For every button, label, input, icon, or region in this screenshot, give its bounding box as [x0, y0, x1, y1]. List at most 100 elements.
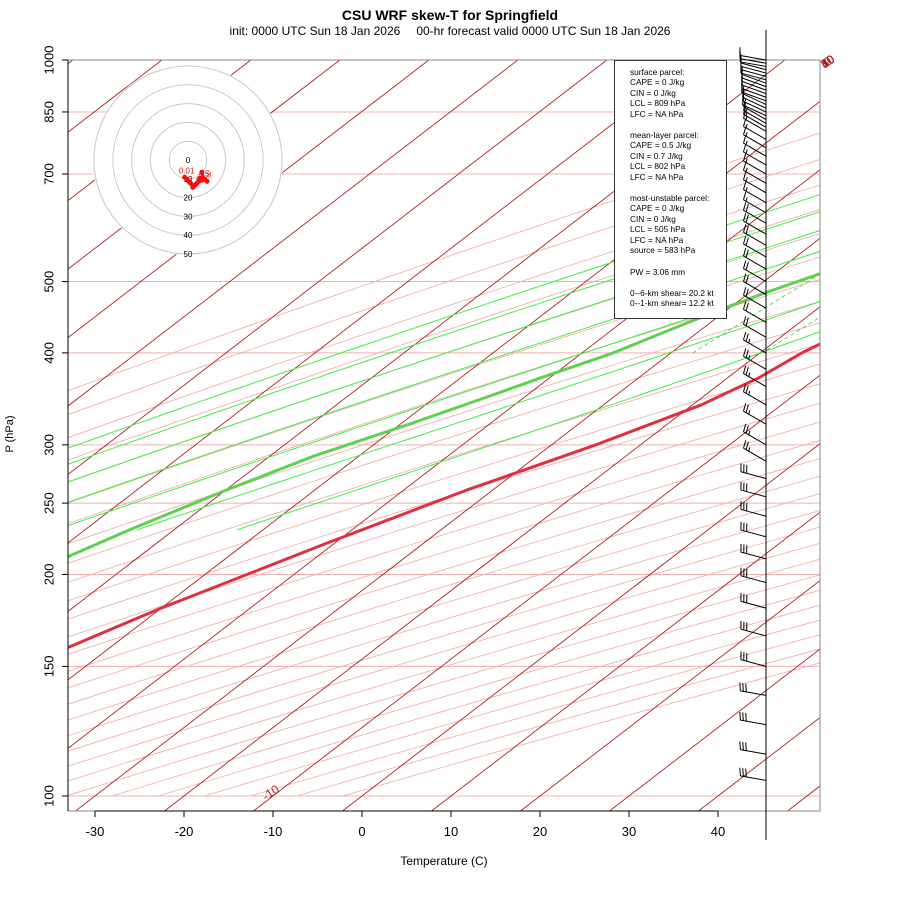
y-tick-label: 150	[41, 656, 56, 678]
hodograph-ring	[149, 121, 227, 199]
info-line: LFC = NA hPa	[630, 108, 684, 119]
wind-barb	[743, 423, 767, 446]
info-line: LCL = 802 hPa	[630, 161, 686, 172]
wind-barb-feather	[745, 366, 749, 376]
wind-barb-shaft	[742, 100, 767, 113]
wind-barbs	[739, 30, 767, 840]
wind-barb-half-feather	[745, 187, 748, 192]
wind-barb	[743, 331, 767, 354]
sounding-curves	[68, 272, 820, 650]
info-line: CIN = 0 J/kg	[630, 87, 676, 98]
info-line: 0--1-km shear= 12.2 kt	[630, 298, 714, 309]
wind-barb	[740, 593, 767, 609]
x-tick-label: 0	[358, 824, 365, 839]
isotherm-line	[68, 169, 820, 749]
dry-adiabat	[68, 322, 820, 564]
dry-adiabat	[68, 233, 820, 483]
info-line: CAPE = 0 J/kg	[630, 203, 685, 214]
wind-barb-feather	[743, 102, 747, 111]
wind-barb-feather	[745, 683, 747, 692]
mixing-ratio-line	[861, 60, 900, 353]
wind-barb-feather	[745, 249, 749, 258]
hodograph-height-label: 1.5	[189, 176, 201, 185]
y-tick-label: 300	[41, 434, 56, 456]
wind-barb-feather	[742, 712, 744, 721]
x-axis-label: Temperature (C)	[400, 854, 488, 868]
wind-barb-shaft	[743, 199, 767, 214]
wind-barb	[739, 50, 767, 64]
wind-barb-shaft	[740, 61, 767, 67]
x-tick-label: 30	[622, 824, 636, 839]
moist-adiabat	[68, 250, 820, 503]
y-tick-label: 200	[41, 564, 56, 586]
wind-barb-feather	[739, 53, 741, 62]
wind-barb	[741, 85, 767, 105]
wind-barb-half-feather	[748, 410, 751, 415]
isotherm-line	[68, 60, 430, 339]
wind-barb-shaft	[743, 447, 767, 462]
wind-barb-shaft	[741, 91, 767, 102]
hodograph-point	[199, 169, 205, 175]
wind-barb	[743, 202, 767, 224]
isotherm-line	[68, 60, 697, 544]
wind-barb-shaft	[741, 84, 767, 95]
wind-barb	[743, 171, 767, 194]
hodograph-ring-label: 20	[184, 194, 193, 203]
wind-barb-half-feather	[745, 107, 748, 113]
wind-barb-shaft	[740, 62, 767, 71]
wind-barb-shaft	[740, 551, 767, 560]
wind-barb-feather	[742, 768, 744, 777]
x-tick-label: -30	[86, 824, 105, 839]
isotherm-line	[786, 785, 820, 811]
isotherm-line	[608, 648, 820, 811]
wind-barb-feather	[745, 237, 749, 246]
wind-barb-shaft	[743, 169, 767, 184]
wind-barb-feather	[743, 152, 747, 162]
wind-barb-half-feather	[745, 111, 748, 116]
mixing-ratio-line	[692, 273, 820, 354]
hodograph-background	[93, 65, 283, 255]
wind-barb-shaft	[743, 410, 767, 425]
hodograph-height-label: 8	[207, 170, 212, 179]
wind-barb	[741, 92, 767, 113]
wind-barb-shaft	[743, 339, 767, 354]
wind-barb-shaft	[742, 93, 767, 105]
wind-barb-feather	[745, 712, 747, 722]
chart-subtitle: init: 0000 UTC Sun 18 Jan 2026 00-hr fore…	[0, 24, 900, 38]
isotherm-line	[68, 60, 519, 407]
wind-barb-shaft	[740, 659, 767, 667]
chart-title: CSU WRF skew-T for Springfield	[341, 7, 559, 23]
wind-barb-feather	[745, 214, 749, 223]
wind-barb-shaft	[740, 58, 767, 64]
wind-barb-half-feather	[745, 140, 748, 145]
wind-barb-half-feather	[748, 447, 751, 452]
wind-barb-shaft	[743, 142, 767, 157]
info-line: PW = 3.06 mm	[630, 266, 686, 277]
wind-barb-feather	[741, 92, 745, 102]
wind-barb-feather	[741, 96, 745, 105]
hodograph-height-label: 4.5	[198, 169, 210, 178]
wind-barb-half-feather	[748, 338, 751, 344]
wind-barb-shaft	[743, 323, 767, 338]
wind-barb-shaft	[743, 391, 767, 406]
wind-barb-feather	[743, 162, 747, 171]
wind-barb-shaft	[740, 508, 767, 517]
info-line: CAPE = 0.5 J/kg	[630, 140, 692, 151]
wind-barb	[743, 143, 767, 166]
parcel-info-box: surface parcel: CAPE = 0 J/kg CIN = 0 J/…	[614, 60, 727, 319]
wind-barb-shaft	[740, 600, 767, 609]
wind-barb	[740, 620, 767, 637]
dry-adiabat	[68, 458, 820, 689]
wind-barb-shaft	[741, 87, 767, 98]
wind-barb-shaft	[741, 80, 767, 91]
isotherm-line	[163, 306, 820, 811]
wind-barb-shaft	[743, 373, 767, 387]
x-tick-label: -10	[264, 824, 283, 839]
y-tick-label: 100	[41, 785, 56, 807]
info-line: CIN = 0 J/kg	[630, 213, 676, 224]
wind-barb-feather	[743, 287, 747, 296]
wind-barb-half-feather	[748, 355, 751, 360]
wind-barb-feather	[743, 331, 747, 341]
